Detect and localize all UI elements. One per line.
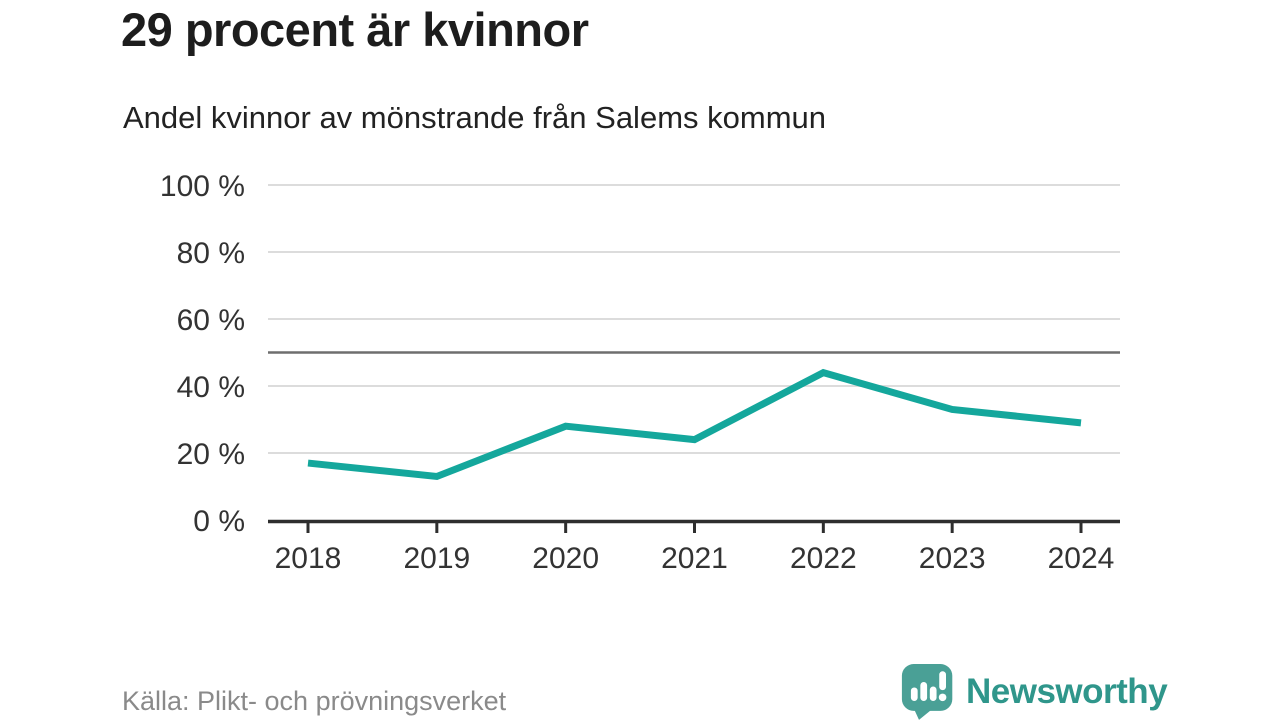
x-axis-label: 2019 [403, 542, 470, 575]
x-axis-label: 2018 [275, 542, 342, 575]
y-axis-label: 0 % [193, 505, 245, 538]
x-axis-label: 2020 [532, 542, 599, 575]
data-line-andel-kvinnor [307, 368, 1082, 481]
y-axis-label: 20 % [177, 438, 245, 471]
source-text: Källa: Plikt- och prövningsverket [122, 686, 507, 716]
y-axis-label: 40 % [177, 371, 245, 404]
y-axis-label: 80 % [177, 237, 245, 270]
chart-title: 29 procent är kvinnor [121, 3, 589, 56]
newsworthy-logo-icon [901, 664, 953, 720]
x-axis-label: 2021 [661, 542, 728, 575]
y-axis-label: 60 % [177, 304, 245, 337]
x-axis-label: 2023 [919, 542, 986, 575]
brand-wordmark: Newsworthy [966, 671, 1168, 711]
x-axis-label: 2022 [790, 542, 857, 575]
chart-subtitle: Andel kvinnor av mönstrande från Salems … [123, 100, 826, 135]
brand-lockup: Newsworthy [901, 663, 1168, 720]
y-axis-label: 100 % [160, 170, 245, 203]
x-axis-label: 2024 [1048, 542, 1115, 575]
